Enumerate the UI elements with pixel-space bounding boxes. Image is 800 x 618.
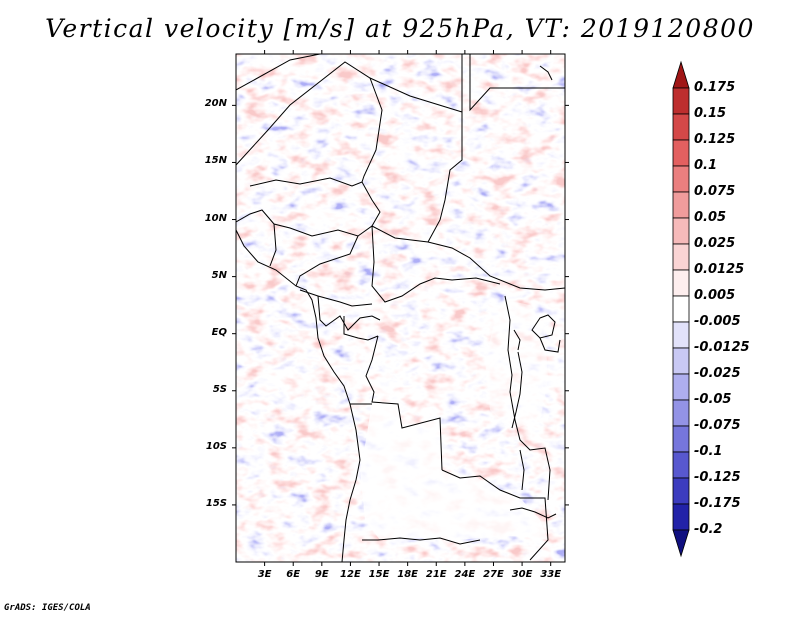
colorbar-label: 0.075 (694, 184, 736, 199)
colorbar-label: -0.075 (694, 418, 741, 433)
colorbar-segment (672, 269, 690, 297)
colorbar-segment (672, 139, 690, 167)
map-title: Vertical velocity [m/s] at 925hPa, VT: 2… (45, 14, 755, 43)
lon-label: 9E (314, 569, 329, 580)
colorbar-segment (672, 191, 690, 219)
calm-region (360, 402, 548, 540)
colorbar-segment (672, 295, 690, 323)
lon-label: 24E (454, 569, 476, 580)
colorbar-label: 0.0125 (694, 262, 745, 277)
lon-label: 6E (286, 569, 301, 580)
lon-ticks (264, 50, 552, 566)
colorbar (672, 60, 690, 558)
colorbar-label: -0.0125 (694, 340, 750, 355)
colorbar-segment (672, 425, 690, 453)
lat-label: 5S (212, 383, 227, 395)
lon-label: 30E (511, 569, 533, 580)
colorbar-segment (672, 321, 690, 349)
colorbar-segment (672, 373, 690, 401)
colorbar-segment (672, 87, 690, 115)
lon-label: 12E (340, 569, 361, 580)
country-boundaries (236, 54, 565, 562)
colorbar-segment (672, 451, 690, 479)
colorbar-label: 0.175 (694, 80, 736, 95)
colorbar-label: 0.125 (694, 132, 736, 147)
colorbar-segment (672, 165, 690, 193)
lon-label: 18E (397, 569, 419, 580)
colorbar-label: -0.2 (694, 522, 723, 537)
colorbar-segment (672, 243, 690, 271)
lat-label: 5N (211, 269, 227, 281)
map-frame (235, 53, 566, 563)
velocity-field (236, 54, 565, 562)
colorbar-label: -0.005 (694, 314, 741, 329)
lat-label: 10S (205, 440, 227, 452)
lat-ticks (232, 104, 569, 506)
lat-label: 15S (205, 497, 227, 509)
lat-label: 20N (204, 98, 227, 110)
colorbar-arrow-bottom (672, 529, 690, 558)
colorbar-label: -0.175 (694, 496, 741, 511)
colorbar-label: -0.05 (694, 392, 732, 407)
lon-label: 33E (540, 569, 562, 580)
colorbar-arrow-top (672, 60, 690, 89)
lon-label: 27E (483, 569, 504, 580)
colorbar-label: -0.1 (694, 444, 723, 459)
colorbar-label: 0.005 (694, 288, 736, 303)
lon-label: 15E (368, 569, 390, 580)
colorbar-label: -0.125 (694, 470, 741, 485)
colorbar-label: 0.05 (694, 210, 727, 225)
colorbar-segment (672, 503, 690, 531)
colorbar-segment (672, 217, 690, 245)
colorbar-label: -0.025 (694, 366, 741, 381)
grads-credit: GrADS: IGES/COLA (4, 603, 91, 613)
lat-label: 10N (204, 212, 227, 224)
colorbar-segment (672, 477, 690, 505)
colorbar-segment (672, 347, 690, 375)
colorbar-label: 0.025 (694, 236, 736, 251)
colorbar-label: 0.1 (694, 158, 718, 173)
lat-label: EQ (211, 326, 227, 338)
colorbar-label: 0.15 (694, 106, 727, 121)
colorbar-segment (672, 113, 690, 141)
calm-region-east (485, 300, 548, 430)
lon-label: 21E (425, 569, 447, 580)
lat-label: 15N (204, 155, 227, 167)
colorbar-segment (672, 399, 690, 427)
lon-label: 3E (257, 569, 272, 580)
